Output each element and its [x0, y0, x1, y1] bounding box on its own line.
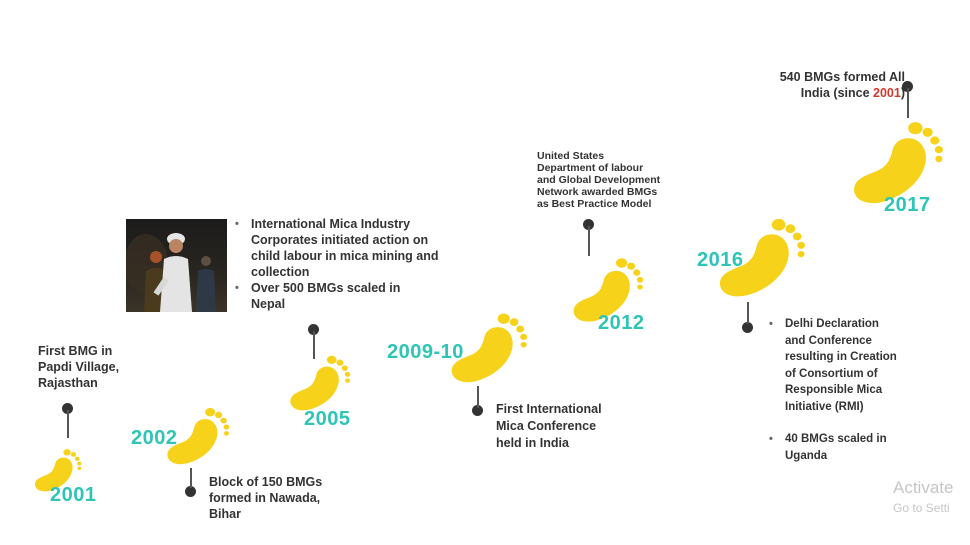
text-line: Department of labour [537, 162, 644, 174]
milestone-2017-text: 540 BMGs formed All India (since 2001) [745, 69, 905, 101]
activation-watermark: Activate Go to Setti [893, 478, 953, 515]
year-2016: 2016 [697, 249, 744, 271]
text-line: Delhi Declaration [785, 318, 879, 330]
year-2001: 2001 [50, 484, 97, 506]
pin-line [190, 468, 192, 488]
pin-dot [583, 219, 594, 230]
watermark-title: Activate [893, 478, 954, 497]
pin-dot [308, 324, 319, 335]
year-2002: 2002 [131, 427, 178, 449]
text-segment: ) [900, 86, 905, 100]
pin-line [747, 302, 749, 324]
text-line: Bihar [209, 507, 241, 521]
text-line: Initiative (RMI) [785, 400, 864, 413]
text-line: Responsible Mica [785, 384, 883, 396]
bullet-item: Over 500 BMGs scaled in Nepal [233, 280, 473, 312]
milestone-2002-text: Block of 150 BMGs formed in Nawada, Biha… [209, 474, 379, 522]
watermark-subtitle: Go to Setti [893, 501, 950, 515]
pin-dot [902, 81, 913, 92]
miners-photo [126, 219, 227, 312]
text-line: held in India [496, 436, 569, 450]
text-line: Papdi Village, [38, 360, 120, 374]
text-line: formed in Nawada, [209, 491, 321, 505]
text-line: 40 BMGs scaled in [785, 433, 887, 445]
year-2012: 2012 [598, 312, 645, 334]
bullet-item: International Mica Industry Corporates i… [233, 216, 473, 280]
year-2005: 2005 [304, 408, 351, 430]
year-2009-10: 2009-10 [387, 341, 464, 363]
footprint-icon [290, 355, 351, 411]
footprint-icon [167, 407, 230, 465]
text-line: Block of 150 BMGs [209, 475, 323, 489]
text-line: Network awarded BMGs [537, 186, 658, 198]
text-line: 540 BMGs formed All [779, 70, 905, 84]
text-line: Nepal [251, 297, 286, 311]
milestone-2005-text: International Mica Industry Corporates i… [233, 216, 473, 312]
text-line: First International [496, 402, 602, 416]
milestone-2012-text: United States Department of labour and G… [537, 150, 687, 210]
text-line: India (since 2001) [745, 85, 905, 101]
pin-line [313, 331, 315, 359]
text-line: collection [251, 265, 310, 279]
pin-dot [185, 486, 196, 497]
text-line: United States [537, 150, 605, 162]
text-line: Mica Conference [496, 419, 597, 433]
bullet-item: 40 BMGs scaled in Uganda [767, 431, 927, 464]
pin-line [477, 386, 479, 408]
pin-dot [742, 322, 753, 333]
text-line: as Best Practice Model [537, 198, 652, 210]
milestone-2016-text: Delhi Declaration and Conference resulti… [767, 316, 927, 464]
text-line: resulting in Creation [785, 351, 897, 363]
text-line: International Mica Industry [251, 217, 411, 231]
text-line: First BMG in [38, 344, 113, 358]
text-line: Over 500 BMGs scaled in [251, 281, 401, 295]
pin-line [588, 226, 590, 256]
milestone-2009-10-text: First International Mica Conference held… [496, 401, 656, 452]
footprint-icon [451, 313, 528, 383]
text-line: Rajasthan [38, 376, 98, 390]
pin-line [907, 88, 909, 118]
highlight-year: 2001 [873, 86, 901, 100]
text-line: and Conference [785, 334, 872, 347]
milestone-2001-text: First BMG in Papdi Village, Rajasthan [38, 343, 138, 391]
pin-dot [62, 403, 73, 414]
text-segment: India (since [800, 86, 874, 100]
pin-dot [472, 405, 483, 416]
text-line: of Consortium of [785, 367, 878, 380]
text-line: child labour in mica mining and [251, 249, 439, 263]
text-line: Uganda [785, 449, 828, 462]
text-line: and Global Development [537, 174, 661, 186]
pin-line [67, 410, 69, 438]
bullet-item: Delhi Declaration and Conference resulti… [767, 316, 927, 415]
text-line: Corporates initiated action on [251, 233, 429, 247]
footprint-icon [719, 218, 806, 297]
year-2017: 2017 [884, 194, 931, 216]
